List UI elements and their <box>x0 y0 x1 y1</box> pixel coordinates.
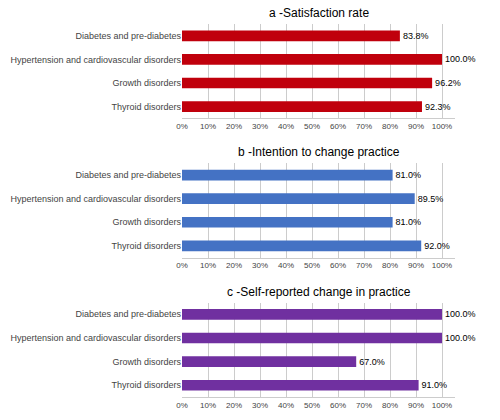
svg-text:Hypertension and cardiovascula: Hypertension and cardiovascular disorder… <box>10 333 181 343</box>
svg-text:100.0%: 100.0% <box>445 333 476 343</box>
svg-text:40%: 40% <box>278 401 294 410</box>
svg-text:60%: 60% <box>330 401 346 410</box>
svg-text:100%: 100% <box>432 401 452 410</box>
svg-text:50%: 50% <box>304 261 320 270</box>
svg-text:81.0%: 81.0% <box>396 217 422 227</box>
svg-text:100.0%: 100.0% <box>445 54 476 64</box>
svg-text:10%: 10% <box>200 122 216 131</box>
svg-text:92.3%: 92.3% <box>425 102 451 112</box>
svg-text:30%: 30% <box>252 401 268 410</box>
svg-text:80%: 80% <box>382 122 398 131</box>
svg-text:50%: 50% <box>304 122 320 131</box>
svg-text:89.5%: 89.5% <box>418 194 444 204</box>
svg-text:30%: 30% <box>252 261 268 270</box>
svg-text:70%: 70% <box>356 122 372 131</box>
svg-text:Hypertension and cardiovascula: Hypertension and cardiovascular disorder… <box>10 194 181 204</box>
svg-text:96.2%: 96.2% <box>435 78 461 88</box>
svg-text:20%: 20% <box>226 401 242 410</box>
svg-text:30%: 30% <box>252 122 268 131</box>
svg-text:10%: 10% <box>200 401 216 410</box>
svg-text:83.8%: 83.8% <box>403 31 429 41</box>
svg-text:100.0%: 100.0% <box>445 309 476 319</box>
svg-text:b -Intention to change practic: b -Intention to change practice <box>238 145 400 159</box>
svg-text:Growth disorders: Growth disorders <box>112 357 181 367</box>
svg-text:Growth disorders: Growth disorders <box>112 217 181 227</box>
svg-text:90%: 90% <box>408 401 424 410</box>
svg-text:Diabetes and pre-diabetes: Diabetes and pre-diabetes <box>75 309 181 319</box>
svg-text:60%: 60% <box>330 261 346 270</box>
svg-text:20%: 20% <box>226 261 242 270</box>
svg-text:0%: 0% <box>176 122 188 131</box>
svg-text:70%: 70% <box>356 401 372 410</box>
svg-text:40%: 40% <box>278 122 294 131</box>
svg-text:40%: 40% <box>278 261 294 270</box>
svg-text:60%: 60% <box>330 122 346 131</box>
svg-text:70%: 70% <box>356 261 372 270</box>
svg-text:10%: 10% <box>200 261 216 270</box>
svg-text:20%: 20% <box>226 122 242 131</box>
svg-text:Hypertension and cardiovascula: Hypertension and cardiovascular disorder… <box>10 55 181 65</box>
svg-text:a -Satisfaction rate: a -Satisfaction rate <box>269 6 369 20</box>
svg-text:67.0%: 67.0% <box>359 357 385 367</box>
svg-text:0%: 0% <box>176 261 188 270</box>
svg-text:91.0%: 91.0% <box>422 380 448 390</box>
svg-text:90%: 90% <box>408 261 424 270</box>
svg-text:Thyroid disorders: Thyroid disorders <box>111 241 181 251</box>
svg-text:90%: 90% <box>408 122 424 131</box>
svg-text:81.0%: 81.0% <box>396 170 422 180</box>
svg-text:92.0%: 92.0% <box>424 241 450 251</box>
svg-text:c -Self-reported change in pra: c -Self-reported change in practice <box>227 285 411 299</box>
svg-text:80%: 80% <box>382 261 398 270</box>
svg-text:Thyroid disorders: Thyroid disorders <box>111 380 181 390</box>
svg-text:100%: 100% <box>432 122 452 131</box>
svg-text:80%: 80% <box>382 401 398 410</box>
svg-text:Diabetes and pre-diabetes: Diabetes and pre-diabetes <box>75 170 181 180</box>
svg-text:100%: 100% <box>432 261 452 270</box>
svg-text:Growth disorders: Growth disorders <box>112 78 181 88</box>
svg-text:Diabetes and pre-diabetes: Diabetes and pre-diabetes <box>75 31 181 41</box>
svg-text:Thyroid disorders: Thyroid disorders <box>111 102 181 112</box>
svg-text:0%: 0% <box>176 401 188 410</box>
svg-text:50%: 50% <box>304 401 320 410</box>
